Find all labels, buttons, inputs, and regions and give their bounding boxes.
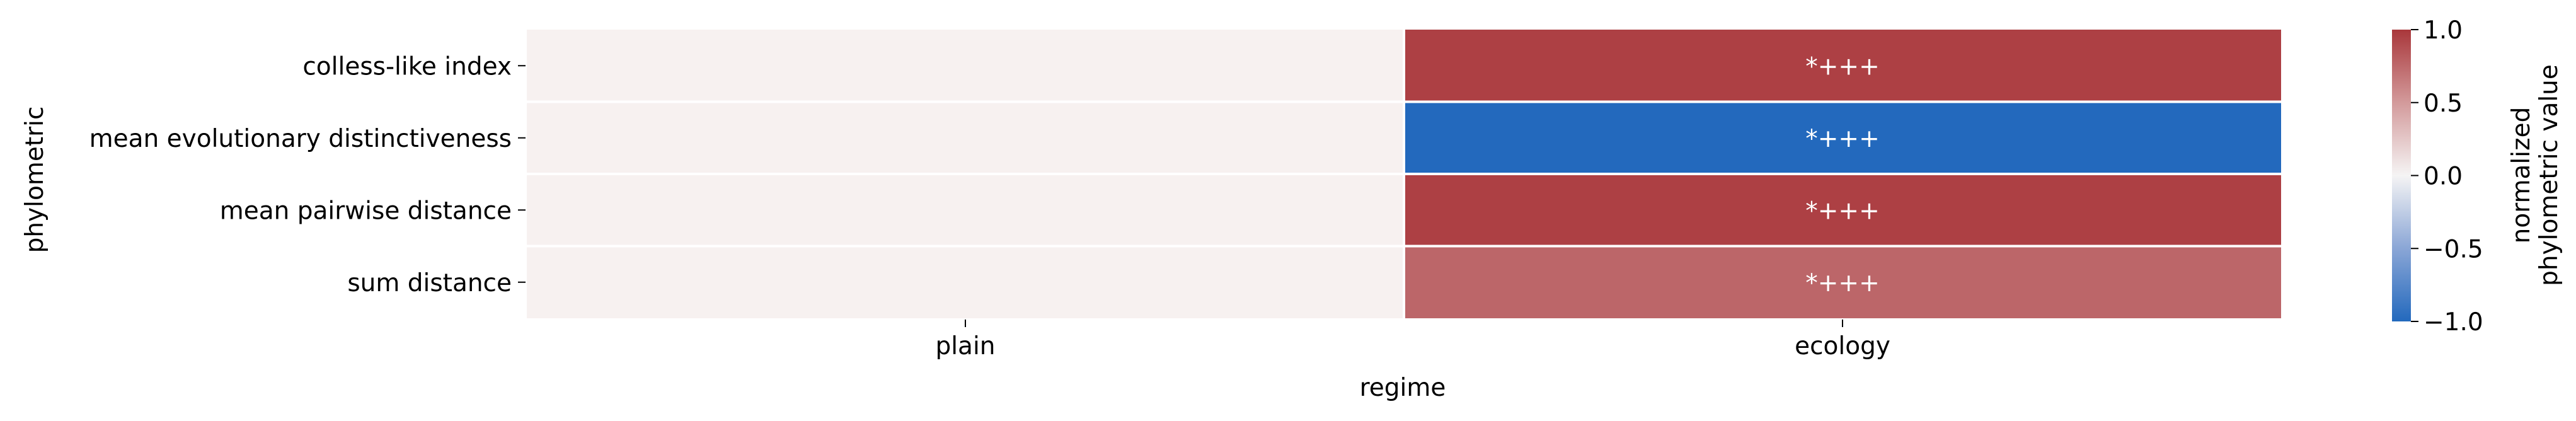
x-axis-title: regime — [1360, 374, 1446, 402]
heatmap-cells — [527, 30, 2281, 318]
cell-annotation-r0-c1: *+++ — [1805, 52, 1880, 81]
heatmap-cell-r0-c0 — [527, 30, 1403, 101]
heatmap-cell-r2-c0 — [527, 175, 1403, 245]
colorbar-label-line-1: normalized — [2507, 107, 2536, 244]
colorbar-tick-label: 1.0 — [2424, 16, 2463, 45]
cell-annotations: *+++ *+++ *+++ *+++ — [1805, 52, 1880, 297]
cell-annotation-r1-c1: *+++ — [1805, 125, 1880, 153]
colorbar-tick-label: 0.0 — [2424, 163, 2463, 191]
heatmap-cell-r2-c1 — [1405, 175, 2281, 245]
cell-annotation-r3-c1: *+++ — [1805, 269, 1880, 297]
y-tick-label: colless-like index — [302, 52, 512, 81]
colorbar: normalized phylometric value 1.0 0.5 0.0 −0… — [2392, 16, 2563, 337]
x-tick-label: plain — [935, 332, 995, 360]
colorbar-gradient-bar — [2392, 30, 2411, 321]
colorbar-tick-label: −0.5 — [2424, 235, 2483, 263]
colorbar-tick-label: −1.0 — [2424, 308, 2483, 337]
colorbar-tick-label: 0.5 — [2424, 89, 2463, 118]
x-axis: plain ecology — [935, 320, 1890, 360]
heatmap-cell-r0-c1 — [1405, 30, 2281, 101]
y-axis-title: phylometric — [21, 107, 49, 253]
heatmap-cell-r1-c0 — [527, 103, 1403, 173]
y-tick-label: sum distance — [347, 269, 512, 297]
x-tick-label: ecology — [1795, 332, 1890, 360]
cell-annotation-r2-c1: *+++ — [1805, 197, 1880, 225]
y-axis: colless-like index mean evolutionary dist… — [89, 52, 526, 297]
y-tick-label: mean evolutionary distinctiveness — [89, 125, 512, 153]
y-tick-label: mean pairwise distance — [220, 197, 512, 225]
heatmap-cell-r3-c1 — [1405, 247, 2281, 318]
colorbar-label-line-2: phylometric value — [2535, 64, 2563, 286]
heatmap-cell-r3-c0 — [527, 247, 1403, 318]
heatmap-cell-r1-c1 — [1405, 103, 2281, 173]
